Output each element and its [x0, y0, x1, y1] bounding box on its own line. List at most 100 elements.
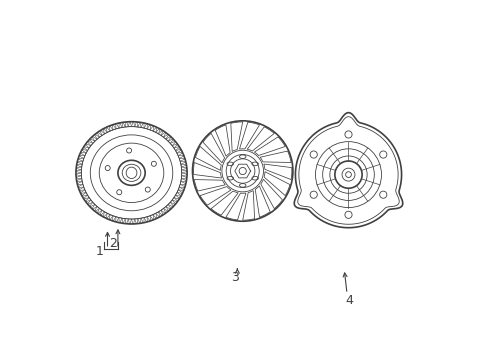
Polygon shape [144, 123, 147, 129]
Polygon shape [100, 210, 104, 215]
Polygon shape [89, 139, 95, 143]
Text: 4: 4 [345, 294, 353, 307]
Polygon shape [155, 129, 160, 134]
Polygon shape [79, 155, 85, 158]
Text: 1: 1 [95, 245, 103, 258]
Polygon shape [116, 217, 119, 222]
Polygon shape [97, 132, 102, 137]
Polygon shape [112, 125, 116, 130]
Polygon shape [77, 179, 82, 181]
Polygon shape [80, 152, 86, 156]
Polygon shape [155, 212, 160, 217]
Polygon shape [181, 164, 186, 167]
Polygon shape [172, 144, 177, 148]
Polygon shape [181, 179, 186, 181]
Polygon shape [112, 216, 116, 221]
Polygon shape [77, 161, 83, 164]
Polygon shape [106, 213, 110, 219]
Polygon shape [170, 141, 175, 146]
Polygon shape [181, 167, 186, 170]
Polygon shape [177, 190, 183, 193]
Polygon shape [177, 152, 183, 156]
Polygon shape [106, 127, 110, 132]
Polygon shape [163, 134, 168, 139]
Polygon shape [174, 195, 179, 199]
Polygon shape [89, 202, 95, 207]
Polygon shape [119, 217, 122, 223]
Polygon shape [138, 218, 141, 224]
Polygon shape [109, 215, 113, 220]
Polygon shape [170, 200, 175, 204]
Polygon shape [92, 136, 97, 141]
Polygon shape [150, 126, 154, 131]
Polygon shape [83, 195, 89, 199]
Polygon shape [181, 176, 186, 179]
Polygon shape [178, 187, 183, 190]
Polygon shape [76, 176, 81, 179]
Polygon shape [85, 198, 91, 202]
Polygon shape [153, 127, 157, 132]
Polygon shape [128, 122, 131, 127]
Polygon shape [81, 149, 87, 153]
Polygon shape [178, 155, 183, 158]
Polygon shape [163, 207, 168, 211]
Polygon shape [141, 123, 144, 128]
Polygon shape [103, 212, 107, 217]
Polygon shape [87, 200, 93, 204]
Polygon shape [138, 122, 141, 127]
Polygon shape [174, 147, 179, 150]
Text: 2: 2 [109, 237, 117, 250]
Polygon shape [179, 184, 184, 188]
Polygon shape [122, 218, 125, 224]
Polygon shape [77, 164, 82, 167]
Polygon shape [97, 208, 102, 213]
Polygon shape [81, 193, 87, 196]
Polygon shape [158, 210, 163, 215]
Polygon shape [125, 219, 128, 224]
Polygon shape [92, 204, 97, 209]
Polygon shape [168, 139, 173, 143]
Polygon shape [158, 130, 163, 135]
Polygon shape [172, 198, 177, 202]
Polygon shape [87, 141, 93, 146]
Polygon shape [181, 170, 187, 173]
Polygon shape [83, 147, 89, 150]
Polygon shape [116, 123, 119, 129]
Polygon shape [179, 158, 184, 161]
Polygon shape [141, 217, 144, 223]
Polygon shape [131, 122, 134, 127]
Polygon shape [128, 219, 131, 224]
Polygon shape [79, 187, 85, 190]
Polygon shape [94, 134, 100, 139]
Polygon shape [144, 217, 147, 222]
Polygon shape [94, 207, 100, 211]
Polygon shape [175, 193, 181, 196]
Polygon shape [134, 122, 138, 127]
Polygon shape [161, 132, 165, 137]
Polygon shape [168, 202, 173, 207]
Polygon shape [76, 173, 81, 176]
Polygon shape [165, 204, 171, 209]
Polygon shape [85, 144, 91, 148]
Polygon shape [180, 161, 185, 164]
Polygon shape [147, 125, 150, 130]
Polygon shape [125, 122, 128, 127]
Polygon shape [175, 149, 181, 153]
Polygon shape [165, 136, 171, 141]
Polygon shape [77, 181, 83, 184]
Polygon shape [109, 126, 113, 131]
Polygon shape [147, 216, 150, 221]
Polygon shape [161, 208, 165, 213]
Polygon shape [119, 123, 122, 128]
Text: 3: 3 [230, 271, 238, 284]
Polygon shape [78, 184, 83, 188]
Polygon shape [122, 122, 125, 127]
Polygon shape [181, 173, 187, 176]
Polygon shape [153, 213, 157, 219]
Polygon shape [100, 130, 104, 135]
Polygon shape [134, 219, 138, 224]
Polygon shape [76, 170, 81, 173]
Polygon shape [150, 215, 154, 220]
Polygon shape [76, 167, 81, 170]
Polygon shape [103, 129, 107, 134]
